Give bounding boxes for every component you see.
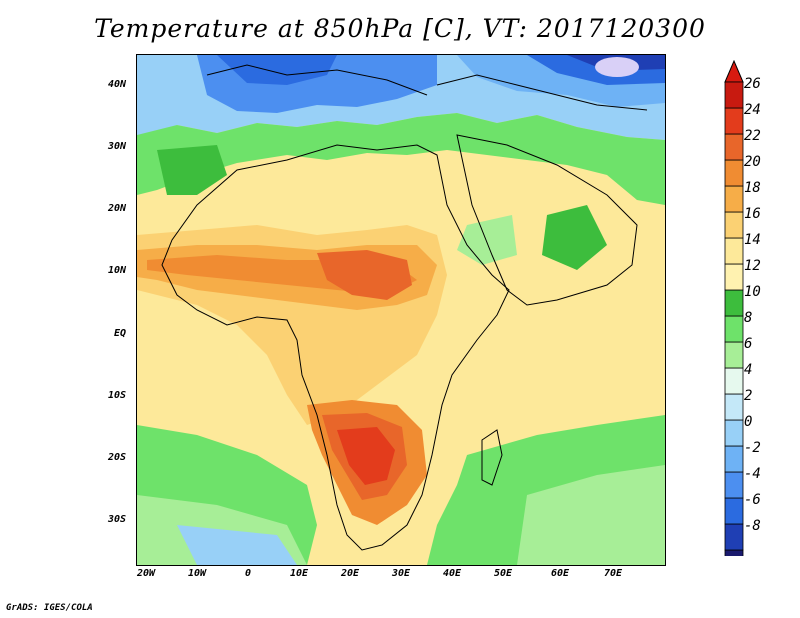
colorbar-label-6: 6 <box>744 336 753 352</box>
colorbar-label-minus-2: -2 <box>744 440 761 456</box>
lon-label-20w: 20W <box>136 568 156 579</box>
colorbar-segment <box>724 159 744 187</box>
colorbar-segment <box>724 81 744 109</box>
lat-label-10n: 10N <box>107 265 126 276</box>
lon-label-60e: 60E <box>550 568 570 579</box>
colorbar-segment <box>724 133 744 161</box>
colorbar-label-24: 24 <box>744 102 761 118</box>
colorbar-label-minus-6: -6 <box>744 492 761 508</box>
lon-label-10w: 10W <box>187 568 207 579</box>
lon-label-70e: 70E <box>603 568 623 579</box>
lat-label-20n: 20N <box>107 203 126 214</box>
colorbar-segment <box>724 237 744 265</box>
colorbar-segment <box>724 211 744 239</box>
colorbar-segment <box>724 497 744 525</box>
lon-label-10e: 10E <box>289 568 309 579</box>
lon-label-40e: 40E <box>442 568 462 579</box>
colorbar-label-12: 12 <box>744 258 761 274</box>
colorbar-label-2: 2 <box>744 388 753 404</box>
colorbar-label-minus-8: -8 <box>744 518 761 534</box>
colorbar-label-minus-4: -4 <box>744 466 761 482</box>
colorbar-label-0: 0 <box>744 414 753 430</box>
lon-label-50e: 50E <box>493 568 513 579</box>
colorbar-segment <box>724 107 744 135</box>
lon-label-30e: 30E <box>391 568 411 579</box>
colorbar-segment <box>724 185 744 213</box>
map-plot-area[interactable] <box>136 54 666 566</box>
colorbar-label-8: 8 <box>744 310 753 326</box>
lat-label-10s: 10S <box>107 390 126 401</box>
lat-label-40n: 40N <box>107 79 126 90</box>
grads-credit: GrADS: IGES/COLA <box>6 603 93 613</box>
colorbar-segment <box>724 393 744 421</box>
colorbar-segment <box>724 315 744 343</box>
colorbar-segment <box>724 367 744 395</box>
colorbar-segment <box>724 445 744 473</box>
lon-label-0: 0 <box>244 568 252 579</box>
colorbar-segment <box>724 289 744 317</box>
colorbar-label-14: 14 <box>744 232 761 248</box>
map-title: Temperature at 850hPa [C], VT: 201712030… <box>94 14 706 43</box>
colorbar-label-10: 10 <box>744 284 761 300</box>
colorbar-segment <box>724 549 744 556</box>
colorbar-label-22: 22 <box>744 128 761 144</box>
lat-label-30n: 30N <box>107 141 126 152</box>
lat-label-30s: 30S <box>107 514 126 525</box>
colorbar-label-18: 18 <box>744 180 761 196</box>
colorbar-segment <box>724 471 744 499</box>
colorbar-segment <box>724 523 744 551</box>
temperature-map <box>137 55 665 565</box>
colorbar-segment <box>724 419 744 447</box>
colorbar-segment <box>724 341 744 369</box>
colorbar-label-20: 20 <box>744 154 761 170</box>
colorbar-label-4: 4 <box>744 362 753 378</box>
lat-label-eq: EQ <box>113 328 126 339</box>
lon-label-20e: 20E <box>340 568 360 579</box>
lat-label-20s: 20S <box>107 452 126 463</box>
colorbar-segment <box>724 263 744 291</box>
colorbar <box>724 60 744 556</box>
colorbar-label-16: 16 <box>744 206 761 222</box>
colorbar-over-arrow <box>724 60 744 83</box>
colorbar-label-26: 26 <box>744 76 761 92</box>
